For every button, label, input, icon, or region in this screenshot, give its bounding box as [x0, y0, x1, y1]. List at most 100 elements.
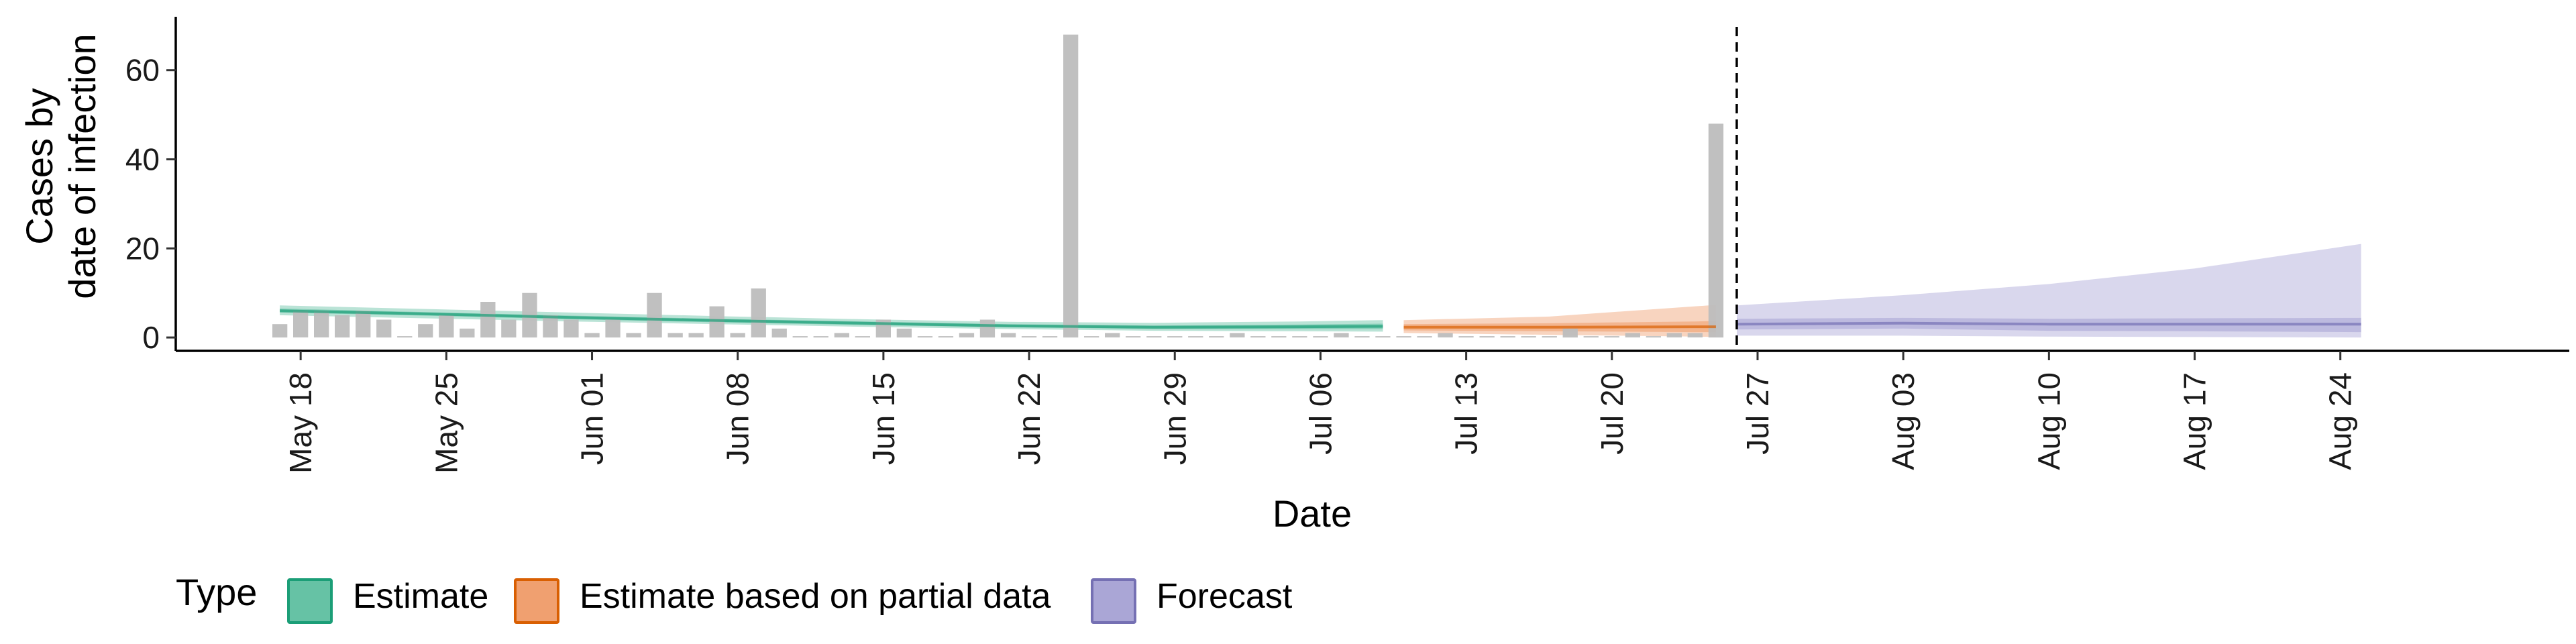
case-bar [418, 324, 433, 338]
case-bar [1666, 333, 1682, 337]
case-bar [1188, 336, 1203, 338]
case-bar [564, 319, 579, 338]
case-bar [1583, 336, 1599, 338]
case-bar [480, 302, 496, 338]
x-tick-label: Jul 20 [1595, 372, 1629, 455]
y-tick-label: 0 [142, 320, 160, 355]
case-bar [1105, 333, 1120, 337]
x-tick-label: Jul 13 [1449, 372, 1484, 455]
legend-key-2 [1091, 578, 1136, 624]
case-bar [1230, 333, 1245, 337]
case-bar [1313, 336, 1328, 338]
case-bar [917, 336, 933, 338]
x-tick-label: May 18 [283, 372, 318, 474]
case-bar [1687, 333, 1703, 337]
x-tick-label: Jun 01 [575, 372, 610, 465]
legend-label-1: Estimate based on partial data [580, 577, 1051, 616]
case-bar [959, 333, 975, 337]
case-bar [1292, 336, 1307, 338]
case-bar [1708, 123, 1724, 338]
case-bar [1542, 336, 1557, 338]
case-bar [771, 328, 787, 338]
case-bar [543, 315, 558, 338]
case-bar [1479, 336, 1495, 338]
x-tick-label: Jul 27 [1740, 372, 1775, 455]
case-bar [1084, 336, 1099, 338]
x-tick-label: Jul 06 [1303, 372, 1338, 455]
case-bar [1000, 333, 1016, 337]
case-bar [1438, 333, 1453, 337]
case-bar [460, 328, 475, 338]
y-axis-title-line: Cases by [18, 88, 60, 244]
case-bar [501, 319, 517, 338]
case-bar [855, 336, 870, 338]
median-line-2 [1736, 321, 2361, 326]
median-line-layer [280, 309, 2361, 329]
case-bar [1604, 336, 1619, 338]
case-bar [1646, 336, 1661, 338]
x-tick-label: Aug 24 [2323, 372, 2358, 470]
median-line-0 [280, 309, 1383, 329]
case-bar [1334, 333, 1349, 337]
case-bar [1521, 336, 1536, 338]
x-tick-label: Jun 22 [1012, 372, 1046, 465]
case-bar [272, 324, 288, 338]
case-bar [439, 315, 454, 338]
case-bar [1375, 336, 1391, 338]
x-axis-title: Date [1273, 492, 1352, 535]
legend-label-2: Forecast [1157, 577, 1293, 616]
case-bar [1417, 336, 1432, 338]
y-tick-label: 40 [125, 142, 160, 176]
case-bar [730, 333, 745, 337]
case-bar [1126, 336, 1141, 338]
x-tick-label: Aug 10 [2031, 372, 2066, 470]
case-bar [1167, 336, 1183, 338]
x-tick-label: Jun 08 [720, 372, 755, 465]
case-bar [314, 311, 329, 337]
case-bar [605, 319, 621, 338]
case-bar [1354, 336, 1370, 338]
case-bar [356, 311, 371, 337]
case-bar [647, 292, 662, 338]
case-bar [376, 319, 392, 338]
legend-key-1 [514, 578, 559, 624]
case-bar [1625, 333, 1640, 337]
case-bar [1458, 336, 1474, 338]
case-bar [584, 333, 600, 337]
x-tick-label: Jun 15 [866, 372, 901, 465]
case-bar [293, 311, 309, 337]
case-bar [1063, 34, 1079, 338]
legend-label-0: Estimate [353, 577, 488, 616]
x-tick-label: Aug 03 [1886, 372, 1921, 470]
case-bar [1396, 336, 1411, 338]
y-tick-label: 20 [125, 231, 160, 266]
x-tick-label: May 25 [429, 372, 464, 474]
ribbon-90-2 [1737, 244, 2361, 338]
case-bar [688, 333, 704, 337]
case-bar [813, 336, 828, 338]
case-bar [792, 336, 808, 338]
case-bar [979, 319, 996, 338]
case-bar [1271, 336, 1287, 338]
case-bar [751, 288, 766, 337]
case-bar [1250, 336, 1266, 338]
case-bar [1209, 336, 1224, 338]
axes-layer: 0 20 40 60 May 18 May 25 Jun 01 Jun 08 Jun 15 Jun… [18, 17, 2569, 535]
y-axis-title: Cases bydate of infection [18, 34, 103, 299]
legend-key-0 [287, 578, 333, 624]
case-bar [1042, 336, 1058, 338]
legend-title: Type [176, 571, 257, 613]
case-bar [1562, 328, 1578, 338]
case-bar [896, 328, 912, 338]
x-tick-label: Jun 29 [1157, 372, 1192, 465]
case-bar [335, 315, 350, 338]
x-tick-label: Aug 17 [2178, 372, 2212, 470]
case-bar [1500, 336, 1515, 338]
y-axis-title-line: date of infection [61, 34, 103, 299]
case-bar [938, 336, 954, 338]
case-bar [1021, 336, 1037, 338]
bar-layer [272, 34, 1724, 338]
case-bar [1146, 336, 1162, 338]
legend: Type Estimate Estimate based on partial da… [176, 571, 1293, 624]
